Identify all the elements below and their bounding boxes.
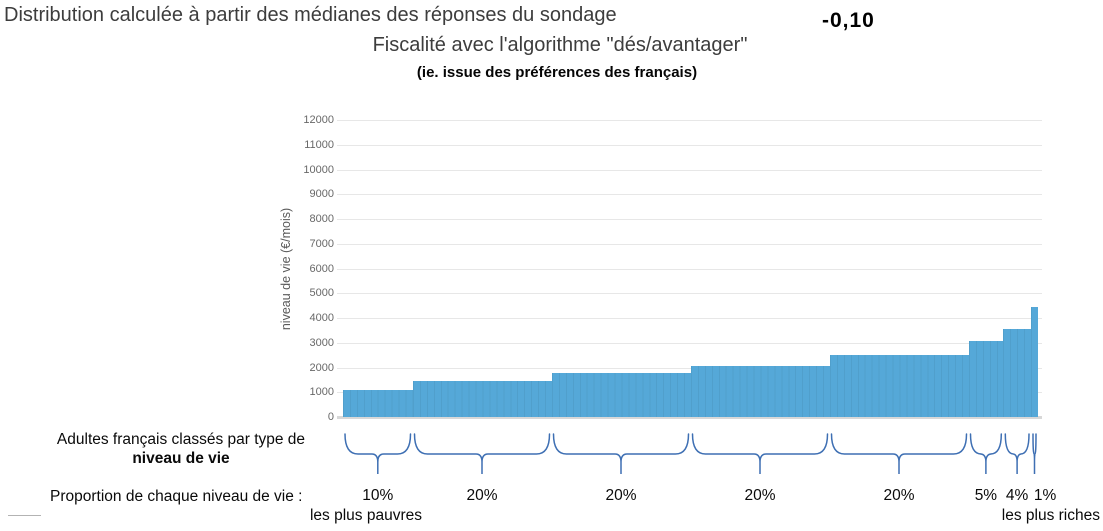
bar-group[interactable] — [412, 381, 552, 417]
group-percent-label: 1% — [1033, 487, 1057, 504]
y-tick-label: 12000 — [303, 114, 334, 126]
gridline — [337, 367, 1042, 369]
y-tick-label: 1000 — [309, 386, 334, 399]
y-tick-label: 3000 — [309, 336, 334, 349]
y-tick-label: 4000 — [309, 312, 334, 324]
group-brace — [552, 433, 690, 474]
bar-group[interactable] — [968, 341, 1004, 417]
group-brace — [1004, 433, 1030, 474]
group-percent-label: 4% — [1005, 487, 1029, 504]
y-tick-label: 2000 — [309, 361, 334, 374]
group-percent-label: 20% — [883, 487, 915, 504]
bar-group[interactable] — [1003, 328, 1032, 417]
chart-title: Fiscalité avec l'algorithme "dés/avantag… — [372, 34, 748, 56]
chart-subtitle-note: (ie. issue des préférences des français) — [416, 64, 698, 81]
bar-group[interactable] — [1031, 307, 1038, 417]
group-percent-labels: 10% 20% 20% 20% 20% 5% 4% 1% — [343, 487, 1056, 505]
group-percent-label: 10% — [362, 487, 394, 504]
gridline — [337, 342, 1042, 344]
x-axis-class-label: Adultes français classés par type de niv… — [28, 430, 334, 468]
bar-group[interactable] — [343, 389, 413, 417]
group-braces — [344, 433, 1037, 474]
score-value: -0,10 — [822, 9, 875, 32]
richest-label: les plus riches — [1001, 507, 1100, 524]
y-tick-label: 9000 — [309, 188, 334, 201]
bar-group[interactable] — [551, 372, 691, 417]
gridline — [337, 293, 1042, 295]
group-percent-label: 20% — [466, 487, 498, 504]
gridline — [337, 144, 1042, 146]
bar-group[interactable] — [829, 354, 969, 417]
gridline — [337, 243, 1042, 245]
gridline — [337, 194, 1042, 196]
gridline — [337, 416, 1042, 419]
gridline — [337, 169, 1042, 171]
y-tick-label: 8000 — [309, 213, 334, 225]
group-brace — [1032, 433, 1037, 474]
y-tick-label: 6000 — [309, 262, 334, 275]
group-brace — [344, 433, 412, 474]
page-title: Distribution calculée à partir des média… — [4, 4, 617, 26]
group-brace — [413, 433, 551, 474]
gridline — [337, 219, 1042, 220]
gridline — [337, 120, 1042, 121]
bars-layer — [343, 120, 1038, 417]
poorest-label: les plus pauvres — [309, 507, 422, 524]
gridline — [337, 318, 1042, 319]
corner-dash — [8, 515, 41, 516]
y-tick-label: 5000 — [309, 287, 334, 300]
y-tick-label: 11000 — [304, 138, 334, 151]
proportion-label: Proportion de chaque niveau de vie : — [50, 488, 303, 505]
bar-group[interactable] — [690, 365, 830, 417]
group-brace — [969, 433, 1003, 474]
group-brace — [830, 433, 968, 474]
gridline — [337, 268, 1042, 270]
y-tick-label: 0 — [327, 411, 334, 423]
group-percent-label: 20% — [744, 487, 776, 504]
y-tick-label: 10000 — [303, 163, 334, 176]
x-axis-class-line2: niveau de vie — [132, 450, 230, 467]
group-percent-label: 20% — [605, 487, 637, 504]
x-axis-class-line1: Adultes français classés par type de — [56, 431, 306, 448]
group-percent-label: 5% — [974, 487, 998, 504]
y-tick-label: 7000 — [309, 237, 334, 250]
y-axis-title: niveau de vie (€/mois) — [279, 207, 293, 331]
group-brace — [691, 433, 829, 474]
